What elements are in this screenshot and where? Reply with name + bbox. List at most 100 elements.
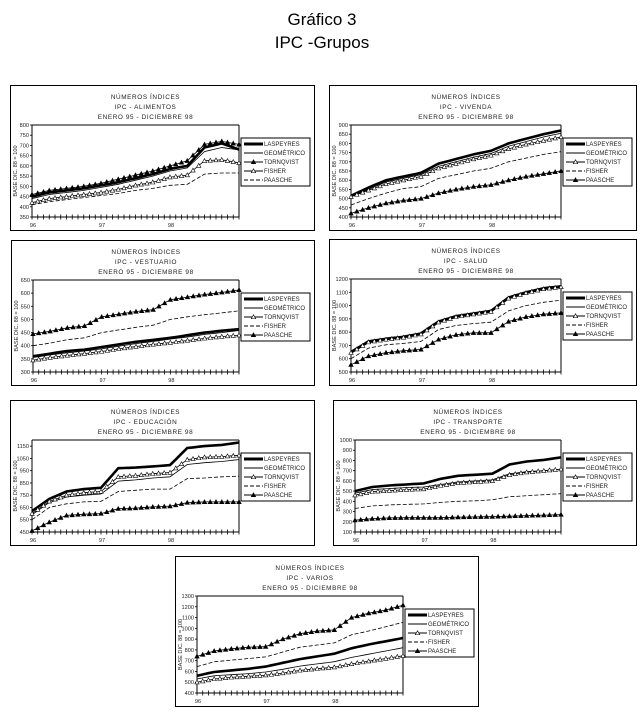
data-point-marker [412, 196, 418, 202]
chart-svg: NÚMEROS ÍNDICES IPC - ALIMENTOS ENERO 95 -… [13, 92, 311, 229]
data-point-marker [217, 647, 223, 653]
data-point-marker [453, 331, 459, 337]
legend-label: TORNQVIST [264, 315, 299, 321]
legend: LASPEYRES GEOMÉTRICO TORNQVIST FISHER PAASCH… [562, 137, 633, 187]
x-tick-label: 97 [264, 699, 270, 705]
legend-marker [250, 159, 257, 165]
data-point-marker [69, 512, 75, 518]
y-tick-label: 550 [21, 304, 30, 310]
data-point-marker [167, 174, 173, 180]
data-point-marker [394, 335, 401, 341]
data-point-marker [501, 513, 507, 519]
data-point-marker [179, 295, 185, 301]
chart-svg: NÚMEROS ÍNDICES IPC - VIVENDA ENERO 95 - D… [332, 92, 633, 229]
legend-marker [572, 331, 579, 337]
series-laspeyres [354, 456, 562, 493]
data-point-marker [190, 167, 196, 173]
data-point-marker [251, 673, 257, 678]
y-tick-label: 900 [185, 637, 194, 643]
data-point-marker [348, 193, 354, 199]
data-point-marker [52, 186, 58, 192]
data-point-marker [476, 329, 483, 335]
data-point-marker [308, 629, 315, 634]
y-tick-label: 800 [343, 458, 352, 464]
data-point-marker [371, 352, 378, 358]
data-point-marker [230, 287, 236, 293]
data-point-marker [394, 603, 400, 609]
data-point-marker [144, 180, 150, 186]
y-tick-label: 550 [339, 187, 348, 193]
data-point-marker [184, 172, 190, 178]
data-point-marker [388, 605, 395, 611]
data-point-marker [196, 336, 202, 342]
series-tornqvist [352, 466, 564, 498]
data-point-marker [424, 170, 430, 176]
y-tick-label: 450 [20, 530, 29, 536]
data-point-marker [98, 189, 104, 195]
data-point-marker [363, 516, 370, 522]
data-point-marker [331, 627, 338, 633]
data-point-marker [40, 197, 47, 203]
data-point-marker [236, 332, 242, 338]
data-point-marker [447, 187, 453, 193]
data-point-marker [377, 351, 383, 356]
data-point-marker [121, 505, 127, 511]
y-tick-label: 650 [20, 154, 29, 160]
legend-marker [250, 314, 257, 320]
data-point-marker [470, 311, 477, 317]
y-tick-label: 400 [20, 205, 29, 211]
data-point-marker [377, 656, 383, 662]
data-point-marker [459, 313, 465, 319]
data-point-marker [156, 340, 162, 346]
data-point-marker [257, 644, 263, 649]
data-point-marker [274, 638, 280, 644]
data-point-marker [127, 309, 133, 315]
data-point-marker [371, 185, 378, 191]
data-point-marker [173, 161, 179, 167]
data-point-marker [380, 488, 387, 494]
y-tick-label: 800 [339, 141, 348, 147]
series-fisher [350, 151, 562, 206]
data-point-marker [331, 664, 338, 670]
data-point-marker [552, 284, 558, 290]
y-tick-label: 500 [185, 680, 194, 686]
data-point-marker [501, 473, 507, 479]
y-tick-label: 650 [21, 278, 30, 284]
data-point-marker [138, 170, 144, 176]
data-point-marker [30, 331, 36, 336]
y-axis-label: BASE DIC. 88 = 100 [13, 460, 19, 511]
x-tick-label: 96 [353, 538, 359, 544]
data-point-marker [449, 514, 455, 520]
data-point-marker [280, 636, 286, 642]
data-point-marker [354, 208, 360, 214]
data-point-marker [517, 174, 523, 180]
data-point-marker [389, 349, 395, 355]
data-point-marker [447, 333, 453, 339]
data-point-marker [441, 189, 448, 194]
series-tornqvist [348, 284, 564, 355]
legend-marker [414, 648, 421, 654]
x-tick-label: 98 [489, 223, 495, 229]
legend-label: LASPEYRES [264, 457, 300, 463]
data-point-marker [406, 347, 413, 353]
series-fisher [32, 310, 240, 347]
chart-period: ENERO 95 - DICIEMBRE 98 [420, 429, 515, 436]
data-point-marker [200, 678, 206, 684]
legend-label: PAASCHE [586, 493, 614, 499]
data-point-marker [52, 496, 58, 502]
data-point-marker [161, 340, 168, 346]
data-point-marker [314, 628, 320, 634]
legend-label: PAASCHE [586, 332, 614, 338]
chart-period: ENERO 95 - DICIEMBRE 98 [418, 114, 513, 121]
data-point-marker [424, 327, 430, 333]
data-point-marker [424, 193, 430, 199]
series-paasche [348, 168, 564, 216]
data-point-marker [415, 486, 421, 492]
data-point-marker [93, 349, 99, 355]
data-point-marker [36, 356, 42, 362]
data-point-marker [58, 353, 65, 359]
data-point-marker [429, 192, 436, 197]
series-line [196, 622, 404, 667]
data-point-marker [98, 348, 105, 354]
data-point-marker [179, 338, 185, 344]
